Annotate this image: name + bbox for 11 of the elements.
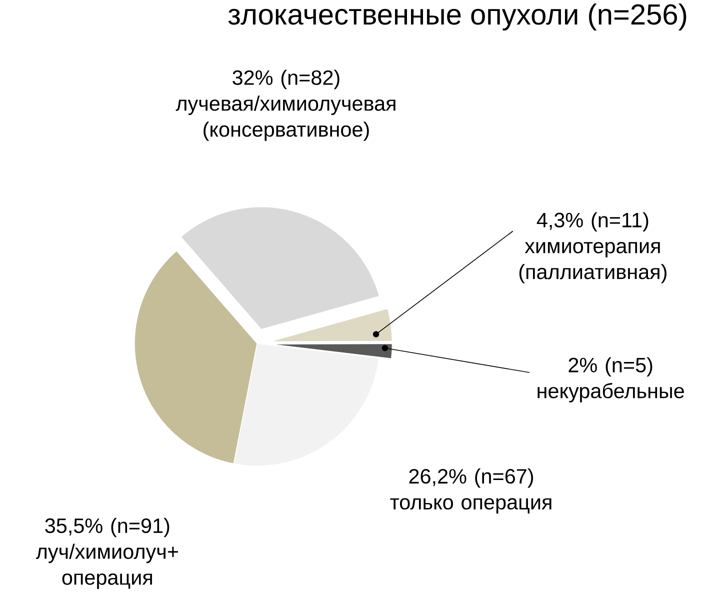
data-label: 32% (n=82) (232, 70, 340, 89)
data-label: 26,2% (n=67) (409, 468, 534, 488)
data-label: 35,5% (n=91) (45, 518, 170, 537)
slice-label: луч/химиолуч+ операция (36, 544, 178, 589)
data-label: 2% (n=5) (568, 356, 652, 376)
slice-label: химиотерапия (паллиативная) (519, 242, 666, 284)
chart-title: злокачественные опухоли (n=256) (228, 3, 686, 30)
slice-label: только операция (390, 498, 552, 514)
slice-label: некурабельные (538, 382, 684, 402)
slice-label: лучевая/химиолучевая (консервативное) (176, 95, 396, 141)
data-label: 4,3% (n=11) (536, 212, 648, 232)
